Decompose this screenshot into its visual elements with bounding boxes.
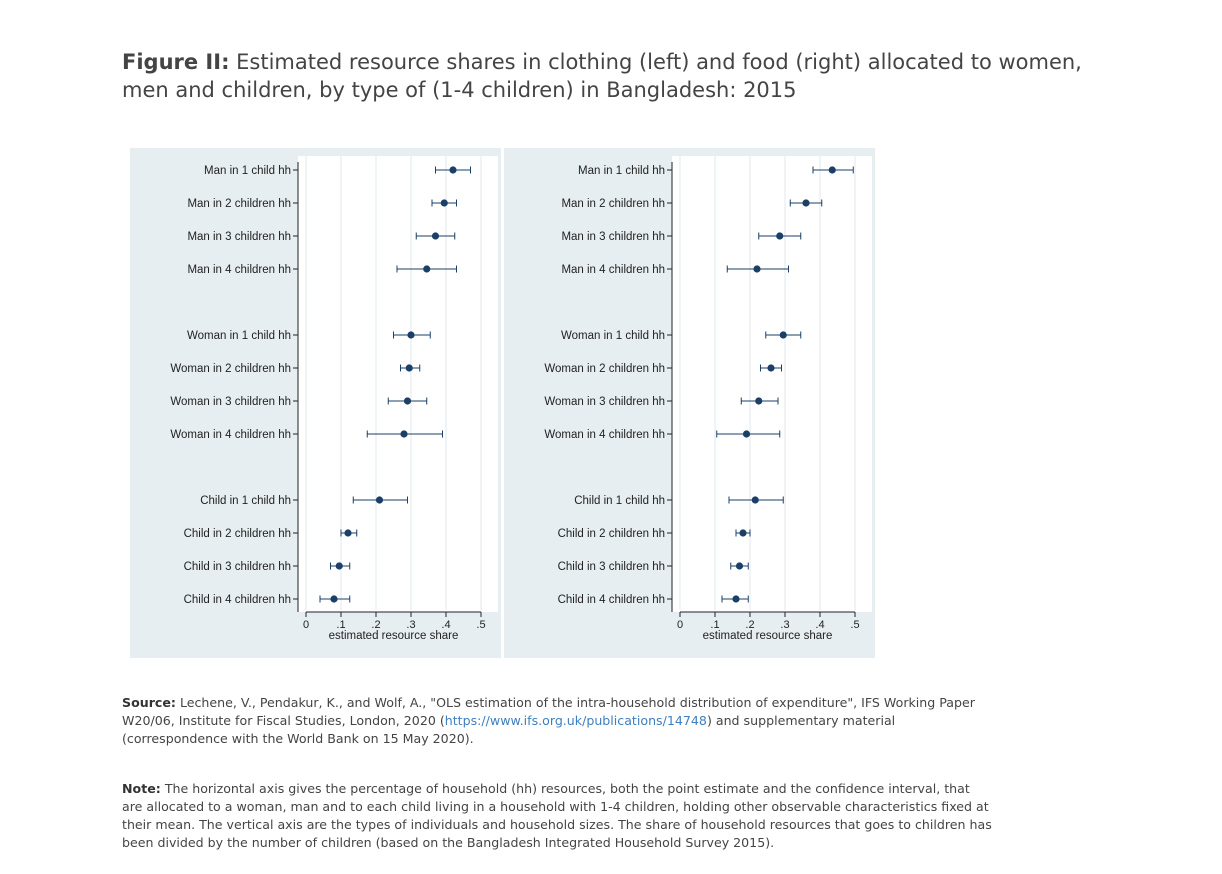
point-estimate [403, 397, 412, 405]
note-label: Note: [122, 781, 161, 796]
y-category-label: Woman in 2 children hh [544, 363, 665, 375]
y-category-label: Man in 1 child hh [578, 165, 665, 177]
plot-area [298, 156, 498, 612]
point-estimate [405, 364, 413, 372]
food-chart-panel: 0 .1 .2 .3 .4 .5 estimated resource share Man i… [504, 148, 875, 658]
y-category-label: Child in 2 children hh [558, 528, 665, 540]
point-estimate [440, 199, 448, 207]
y-category-label: Woman in 1 child hh [187, 330, 291, 342]
x-tick-label: .4 [441, 619, 450, 631]
x-tick-label: .3 [780, 619, 789, 631]
clothing-chart-panel: 0 .1 .2 .3 .4 .5 estimated resource share Man i… [130, 148, 501, 658]
y-category-label: Man in 4 children hh [187, 264, 291, 276]
point-estimate [779, 331, 787, 339]
food-chart: 0 .1 .2 .3 .4 .5 estimated resource share Man i… [544, 156, 872, 642]
x-tick-label: .4 [815, 619, 824, 631]
y-category-label: Man in 2 children hh [561, 198, 665, 210]
x-tick-label: .5 [850, 619, 859, 631]
source-text-end: ) and supplementary material (correspond… [122, 713, 896, 746]
clothing-chart: 0 .1 .2 .3 .4 .5 estimated resource share Man i… [170, 156, 498, 642]
figure-title-text: Estimated resource shares in clothing (l… [122, 50, 1082, 102]
source-note: Source: Lechene, V., Pendakur, K., and W… [122, 694, 992, 748]
point-estimate [732, 595, 740, 603]
y-category-label: Child in 4 children hh [558, 594, 665, 606]
y-category-label: Man in 1 child hh [204, 165, 291, 177]
y-category-label: Man in 3 children hh [187, 231, 291, 243]
point-estimate [739, 529, 747, 537]
point-estimate [742, 430, 751, 438]
y-category-label: Woman in 4 children hh [544, 429, 665, 441]
source-link[interactable]: https://www.ifs.org.uk/publications/1474… [444, 713, 707, 728]
y-category-label: Woman in 2 children hh [170, 363, 291, 375]
point-estimate [423, 265, 431, 273]
y-category-label: Woman in 3 children hh [170, 396, 291, 408]
note-text: The horizontal axis gives the percentage… [122, 781, 992, 850]
x-tick-label: .1 [336, 619, 345, 631]
point-estimate [753, 265, 761, 273]
explanatory-note: Note: The horizontal axis gives the perc… [122, 780, 992, 852]
point-estimate [400, 430, 408, 438]
figure-title-label: Figure II: [122, 50, 230, 74]
point-estimate [828, 166, 836, 174]
x-tick-label: .2 [371, 619, 380, 631]
x-tick-label: 0 [677, 619, 683, 631]
x-tick-label: .5 [476, 619, 485, 631]
x-axis-title: estimated resource share [329, 630, 459, 642]
y-category-label: Woman in 4 children hh [170, 429, 291, 441]
point-estimate [776, 232, 784, 240]
y-category-label: Child in 3 children hh [184, 561, 291, 573]
figure-title: Figure II: Estimated resource shares in … [122, 48, 1122, 104]
point-estimate [751, 496, 759, 504]
x-tick-label: .3 [406, 619, 415, 631]
point-estimate [344, 529, 352, 537]
point-estimate [407, 331, 415, 339]
y-category-label: Man in 4 children hh [561, 264, 665, 276]
point-estimate [449, 166, 457, 174]
point-estimate [755, 397, 763, 405]
point-estimate [767, 364, 775, 372]
point-estimate [335, 562, 343, 570]
y-category-label: Woman in 3 children hh [544, 396, 665, 408]
source-label: Source: [122, 695, 176, 710]
point-estimate [375, 496, 384, 504]
y-category-label: Child in 4 children hh [184, 594, 291, 606]
x-tick-label: .2 [745, 619, 754, 631]
y-category-label: Man in 2 children hh [187, 198, 291, 210]
y-category-label: Child in 2 children hh [184, 528, 291, 540]
source-text: Lechene, V., Pendakur, K., and Wolf, A.,… [122, 695, 975, 728]
y-category-label: Child in 3 children hh [558, 561, 665, 573]
y-category-label: Child in 1 child hh [574, 495, 665, 507]
y-category-label: Man in 3 children hh [561, 231, 665, 243]
y-category-label: Woman in 1 child hh [561, 330, 665, 342]
point-estimate [330, 595, 338, 603]
point-estimate [802, 199, 810, 207]
x-tick-label: 0 [303, 619, 309, 631]
y-category-label: Child in 1 child hh [200, 495, 291, 507]
point-estimate [735, 562, 744, 570]
x-tick-label: .1 [710, 619, 719, 631]
x-axis-title: estimated resource share [703, 630, 833, 642]
point-estimate [431, 232, 440, 240]
plot-area [672, 156, 872, 612]
